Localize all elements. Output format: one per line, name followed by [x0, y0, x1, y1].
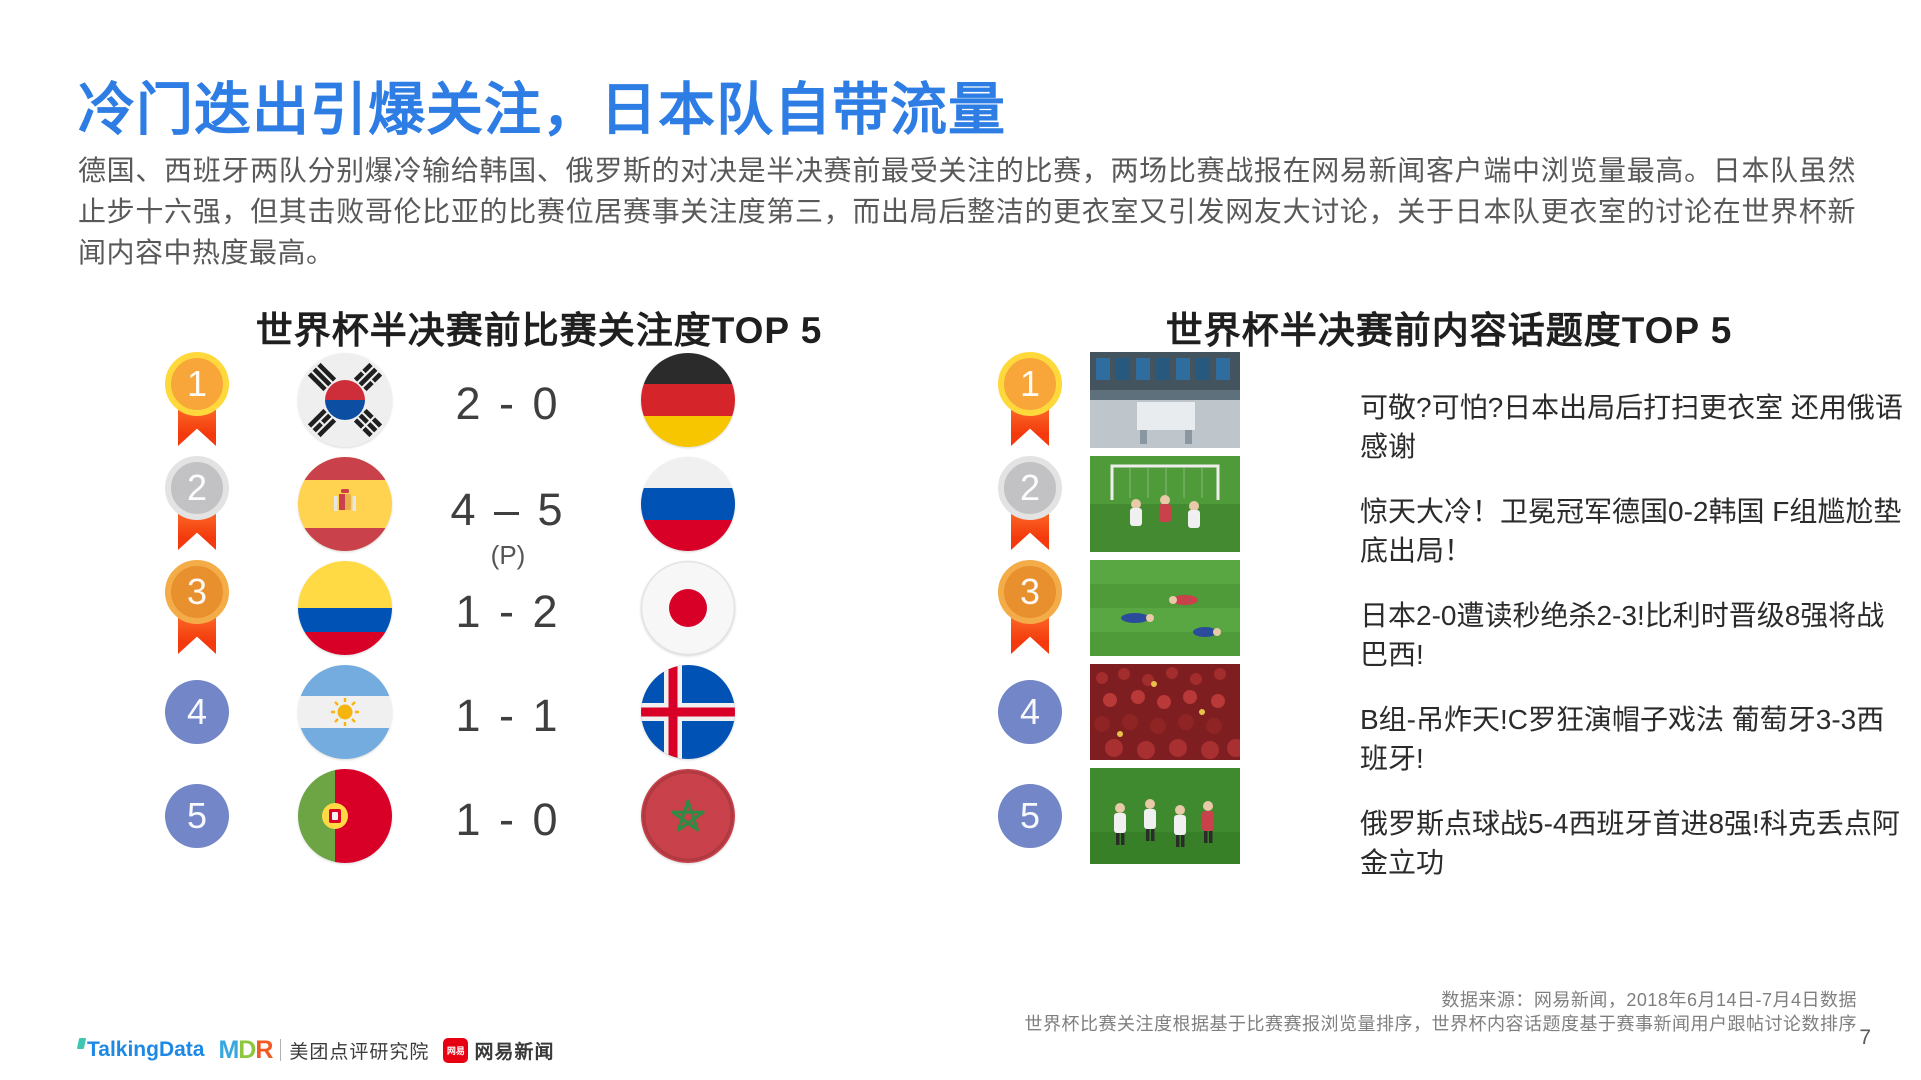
flag-spain-icon	[297, 456, 393, 552]
match-score: 1 - 2	[455, 586, 561, 637]
intro-paragraph: 德国、西班牙两队分别爆冷输给韩国、俄罗斯的对决是半决赛前最受关注的比赛，两场比赛…	[78, 155, 1856, 268]
flag-argentina-icon	[297, 664, 393, 760]
rank-5-badge: 5	[165, 768, 229, 864]
rank-number: 3	[165, 560, 229, 624]
rank-number: 5	[998, 784, 1062, 848]
russia-spain-match-photo	[1090, 768, 1240, 864]
news-headline: 俄罗斯点球战5-4西班牙首进8强!科克丢点阿金立功	[1360, 808, 1900, 878]
match-score: 1 - 1	[455, 690, 561, 741]
page-number: 7	[1859, 1026, 1871, 1049]
rank-3-medal-icon: 3	[998, 560, 1062, 656]
flag-iceland-icon	[640, 664, 736, 760]
talkingdata-logo: TalkingData	[76, 1038, 205, 1062]
rank-number: 4	[998, 680, 1062, 744]
table-row: 2 4 – 5 (P)	[139, 456, 939, 570]
list-item: 4 B组-吊炸天!C罗狂演帽子戏法 葡萄牙3-3西班牙!	[966, 664, 1916, 774]
table-row: 4 1 - 1	[139, 664, 939, 760]
rank-3-medal-icon: 3	[165, 560, 229, 656]
list-item: 3 日本2-0遭读秒绝杀2-3!比利时晋级8强将战巴西!	[966, 560, 1916, 670]
netease-news-label: 网易新闻	[474, 1041, 555, 1063]
meituan-dianping-research-logo: MDR 美团点评研究院	[218, 1036, 429, 1065]
mdr-letter-m: M	[218, 1035, 239, 1064]
japan-belgium-match-photo	[1090, 560, 1240, 656]
flag-japan-icon	[640, 560, 736, 656]
data-source-line: 数据来源：网易新闻，2018年6月14日-7月4日数据	[1441, 990, 1857, 1010]
rank-1-medal-icon: 1	[998, 352, 1062, 448]
talkingdata-tick-icon	[76, 1038, 87, 1049]
mdr-letter-r: R	[255, 1035, 273, 1064]
rank-number: 1	[165, 352, 229, 416]
rank-2-medal-icon: 2	[998, 456, 1062, 552]
list-item: 1 可敬?可怕?日本出局后打扫更衣室 还用俄语感谢	[966, 352, 1916, 462]
news-headline: 惊天大冷！卫冕冠军德国0-2韩国 F组尴尬垫底出局！	[1360, 496, 1902, 566]
meituan-research-label: 美团点评研究院	[289, 1041, 430, 1063]
table-row: 5 1 - 0	[139, 768, 939, 864]
rank-4-badge: 4	[998, 664, 1062, 760]
rank-1-medal-icon: 1	[165, 352, 229, 448]
page-title: 冷门迭出引爆关注，日本队自带流量	[78, 78, 1006, 142]
logo-bar: TalkingData MDR 美团点评研究院 网易 网易新闻	[76, 1034, 554, 1066]
news-headline: 日本2-0遭读秒绝杀2-3!比利时晋级8强将战巴西!	[1360, 600, 1885, 670]
list-item: 2 惊天大冷！卫冕冠军德国0-2韩国 F组尴尬垫底出局！	[966, 456, 1916, 566]
match-score: 1 - 0	[455, 794, 561, 845]
flag-portugal-icon	[297, 768, 393, 864]
table-row: 3 1 - 2	[139, 560, 939, 656]
topic-ranking-table: 1 可敬?可怕?日本出局后打扫更衣室 还用俄语感谢 2	[966, 352, 1916, 892]
rank-number: 3	[998, 560, 1062, 624]
netease-app-icon: 网易	[443, 1037, 469, 1063]
flag-colombia-icon	[297, 560, 393, 656]
rank-5-badge: 5	[998, 768, 1062, 864]
talkingdata-wordmark: TalkingData	[87, 1038, 205, 1061]
news-headline: B组-吊炸天!C罗狂演帽子戏法 葡萄牙3-3西班牙!	[1360, 704, 1885, 774]
match-ranking-heading: 世界杯半决赛前比赛关注度TOP 5	[255, 310, 823, 351]
flag-russia-icon	[640, 456, 736, 552]
flag-morocco-icon	[640, 768, 736, 864]
topic-ranking-heading: 世界杯半决赛前内容话题度TOP 5	[1165, 310, 1733, 351]
portugal-spain-fans-photo	[1090, 664, 1240, 760]
rank-number: 5	[165, 784, 229, 848]
news-headline: 可敬?可怕?日本出局后打扫更衣室 还用俄语感谢	[1360, 392, 1903, 462]
rank-number: 2	[165, 456, 229, 520]
germany-korea-match-photo	[1090, 456, 1240, 552]
match-score: 4 – 5	[450, 484, 566, 535]
flag-germany-icon	[640, 352, 736, 448]
rank-number: 1	[998, 352, 1062, 416]
mdr-logo: MDR	[218, 1035, 273, 1065]
rank-4-badge: 4	[165, 664, 229, 760]
methodology-line: 世界杯比赛关注度根据基于比赛赛报浏览量排序，世界杯内容话题度基于赛事新闻用户跟帖…	[1024, 1014, 1857, 1034]
rank-number: 4	[165, 680, 229, 744]
mdr-letter-d: D	[238, 1035, 256, 1064]
match-score: 2 - 0	[455, 378, 561, 429]
logo-divider	[280, 1039, 282, 1061]
penalty-note: (P)	[490, 540, 526, 570]
netease-news-logo: 网易 网易新闻	[443, 1037, 554, 1064]
rank-number: 2	[998, 456, 1062, 520]
flag-south-korea-icon	[297, 352, 393, 448]
table-row: 1 2 - 0	[139, 352, 939, 448]
list-item: 5 俄罗斯点球战5-4西班牙首进8强!科克丢点阿金立功	[966, 768, 1916, 878]
japan-locker-room-photo	[1090, 352, 1240, 448]
match-ranking-table: 1 2 - 0	[139, 352, 939, 892]
rank-2-medal-icon: 2	[165, 456, 229, 552]
